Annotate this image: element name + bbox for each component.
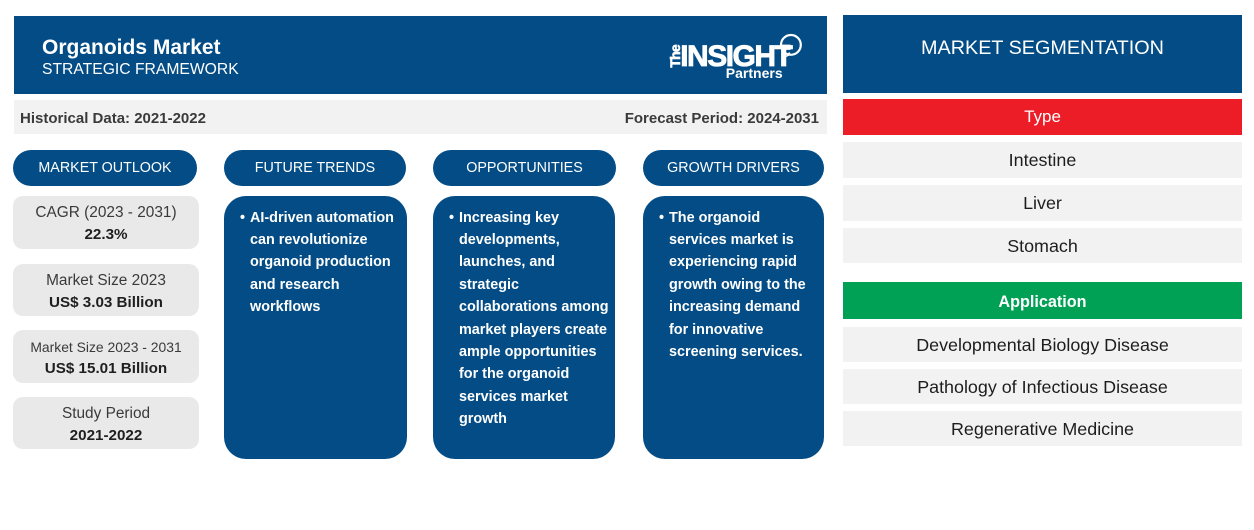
svg-text:INSIGHT: INSIGHT	[680, 40, 792, 73]
svg-text:Partners: Partners	[726, 65, 783, 81]
svg-text:The: The	[667, 44, 683, 68]
